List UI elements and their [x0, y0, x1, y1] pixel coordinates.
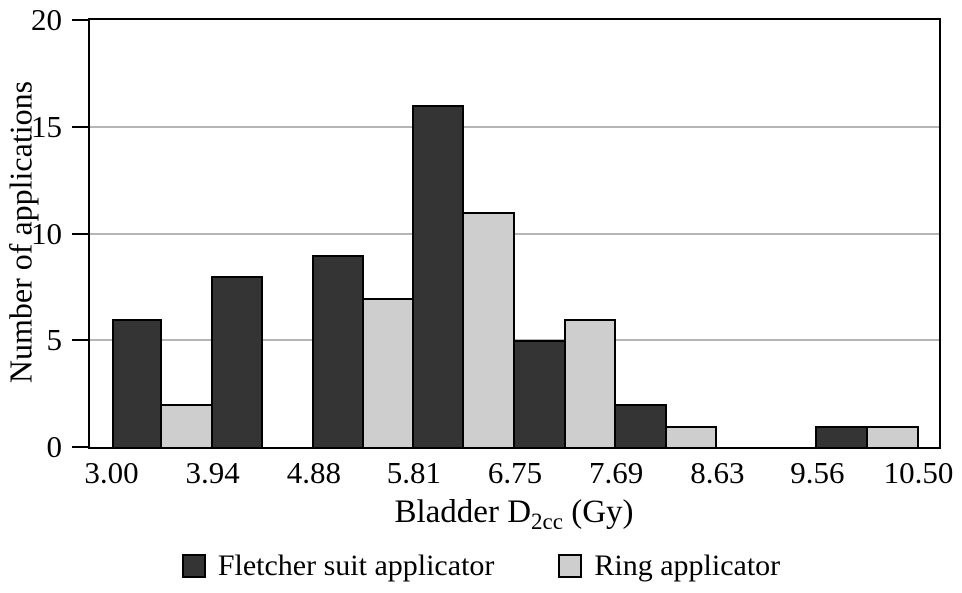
bar-ring-bin7 [865, 425, 919, 447]
y-tick-label: 5 [46, 322, 63, 358]
bar-fletcher-bin0 [111, 318, 163, 447]
y-tick [72, 19, 88, 21]
bar-ring-bin3 [462, 212, 516, 447]
legend-swatch-fletcher [181, 554, 206, 578]
y-tick-label: 20 [31, 2, 62, 37]
x-axis-label-subscript: 2cc [531, 509, 563, 534]
legend-label: Ring applicator [594, 549, 781, 582]
bar-ring-bin4 [563, 318, 617, 447]
x-tick-label: 5.81 [386, 455, 441, 490]
bar-fletcher-bin5 [614, 404, 667, 447]
y-tick [72, 339, 88, 342]
x-axis-label: Bladder D2cc (Gy) [394, 494, 634, 534]
y-tick [72, 125, 88, 128]
y-tick [72, 232, 88, 235]
x-tick-label: 7.69 [589, 455, 644, 490]
x-axis-label-suffix: (Gy) [562, 494, 634, 530]
bar-fletcher-bin3 [411, 105, 465, 447]
x-tick-label: 3.94 [185, 455, 240, 490]
x-tick-label: 8.63 [690, 455, 745, 490]
x-axis-label-prefix: Bladder D [394, 494, 532, 530]
plot-area [88, 18, 941, 449]
bar-fletcher-bin4 [513, 340, 566, 447]
gridline [90, 125, 939, 128]
legend-label: Fletcher suit applicator [217, 549, 495, 582]
x-tick-label: 3.00 [84, 455, 139, 490]
legend-item-ring: Ring applicator [558, 549, 780, 583]
bar-fletcher-bin7 [815, 425, 868, 447]
bar-fletcher-bin1 [210, 276, 264, 447]
bar-ring-bin5 [664, 425, 718, 447]
legend-item-fletcher: Fletcher suit applicator [181, 549, 495, 583]
bar-ring-bin0 [160, 404, 213, 447]
y-tick-label: 15 [31, 108, 62, 144]
x-tick-label: 6.75 [487, 455, 543, 490]
legend-swatch-ring [558, 554, 583, 578]
y-tick [72, 446, 88, 448]
legend: Fletcher suit applicator Ring applicator [0, 549, 962, 583]
x-tick-label: 4.88 [286, 455, 341, 490]
x-tick-label: 10.50 [883, 455, 954, 490]
y-tick-label: 10 [31, 215, 62, 251]
x-tick-label: 9.56 [790, 455, 845, 490]
y-tick-label: 0 [46, 429, 63, 464]
bar-fletcher-bin2 [311, 254, 364, 447]
bar-ring-bin2 [361, 297, 414, 447]
